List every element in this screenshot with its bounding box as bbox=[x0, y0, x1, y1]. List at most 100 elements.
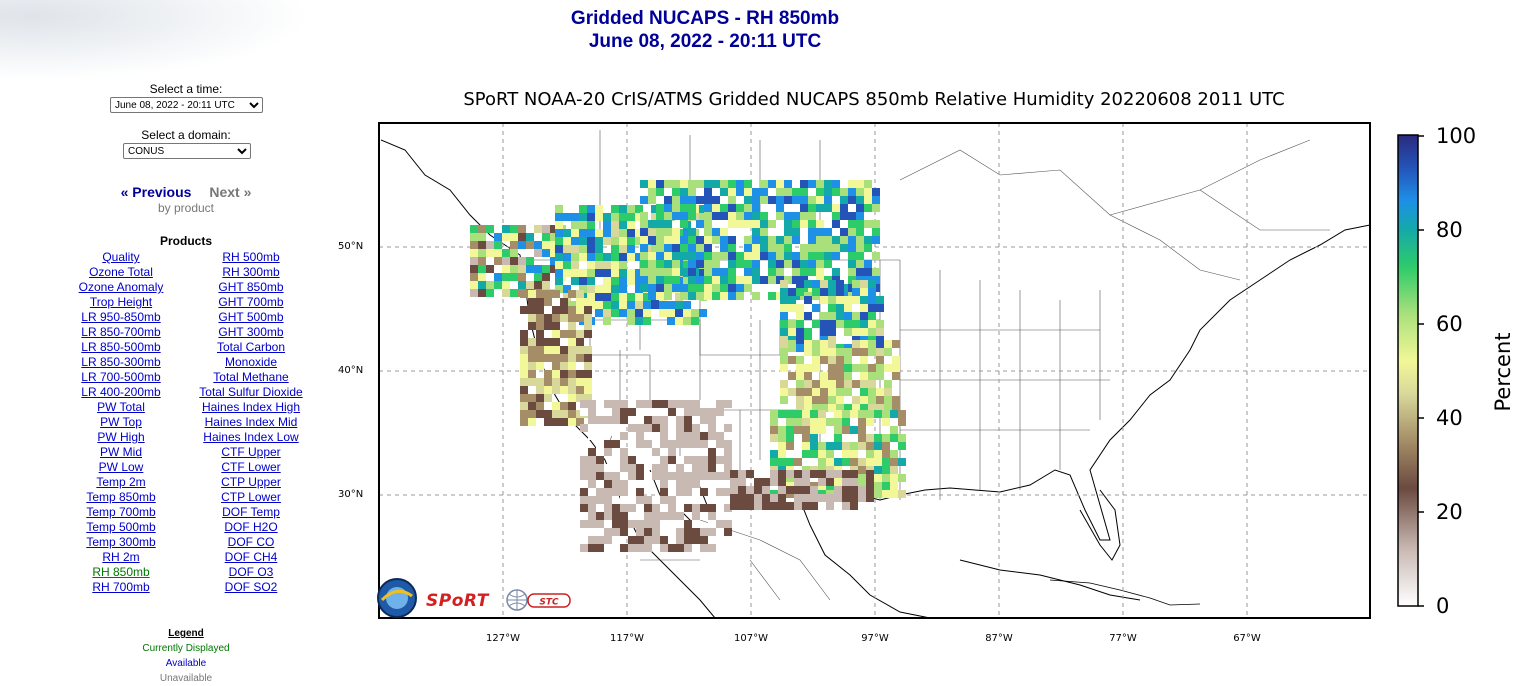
product-link-total-carbon[interactable]: Total Carbon bbox=[216, 340, 286, 354]
product-link-haines-index-mid[interactable]: Haines Index Mid bbox=[204, 415, 298, 429]
product-link-pw-low[interactable]: PW Low bbox=[98, 460, 144, 474]
product-link-ozone-total[interactable]: Ozone Total bbox=[89, 265, 153, 279]
rh-cell bbox=[620, 544, 628, 552]
time-select[interactable]: June 08, 2022 - 20:11 UTC bbox=[110, 97, 263, 113]
rh-cell bbox=[619, 253, 627, 261]
product-link-haines-index-low[interactable]: Haines Index Low bbox=[203, 430, 299, 444]
rh-cell bbox=[552, 322, 560, 330]
rh-cell bbox=[856, 252, 864, 260]
product-link-ctp-upper[interactable]: CTP Upper bbox=[221, 475, 281, 489]
product-link-lr-400-200mb[interactable]: LR 400-200mb bbox=[81, 385, 161, 399]
rh-cell bbox=[668, 496, 676, 504]
product-link-lr-850-700mb[interactable]: LR 850-700mb bbox=[81, 325, 161, 339]
rh-cell bbox=[760, 196, 768, 204]
rh-cell bbox=[760, 188, 768, 196]
rh-cell bbox=[844, 388, 852, 396]
rh-cell bbox=[836, 312, 844, 320]
rh-cell bbox=[704, 204, 712, 212]
rh-cell bbox=[786, 418, 794, 426]
product-link-trop-height[interactable]: Trop Height bbox=[89, 295, 153, 309]
product-link-ctf-upper[interactable]: CTF Upper bbox=[221, 445, 281, 459]
rh-cell bbox=[688, 252, 696, 260]
product-link-dof-o3[interactable]: DOF O3 bbox=[228, 565, 274, 579]
product-link-monoxide[interactable]: Monoxide bbox=[224, 355, 278, 369]
rh-cell bbox=[588, 416, 596, 424]
rh-cell bbox=[788, 320, 796, 328]
product-link-dof-co[interactable]: DOF CO bbox=[227, 535, 275, 549]
rh-cell bbox=[844, 380, 852, 388]
rh-cell bbox=[651, 229, 659, 237]
rh-cell bbox=[576, 378, 584, 386]
rh-cell bbox=[520, 362, 528, 370]
product-link-dof-ch4[interactable]: DOF CH4 bbox=[224, 550, 278, 564]
rh-cell bbox=[792, 260, 800, 268]
product-link-dof-temp[interactable]: DOF Temp bbox=[222, 505, 280, 519]
rh-cell bbox=[704, 180, 712, 188]
rh-cell bbox=[848, 260, 856, 268]
product-link-rh-300mb[interactable]: RH 300mb bbox=[222, 265, 280, 279]
rh-cell bbox=[836, 296, 844, 304]
rh-cell bbox=[768, 292, 776, 300]
rh-cell bbox=[560, 418, 568, 426]
rh-cell bbox=[768, 276, 776, 284]
rh-cell bbox=[744, 220, 752, 228]
product-link-ctf-lower[interactable]: CTF Lower bbox=[221, 460, 281, 474]
rh-cell bbox=[844, 312, 852, 320]
product-link-rh-500mb[interactable]: RH 500mb bbox=[222, 250, 280, 264]
product-link-haines-index-high[interactable]: Haines Index High bbox=[201, 400, 301, 414]
rh-cell bbox=[770, 418, 778, 426]
rh-cell bbox=[860, 364, 868, 372]
previous-link[interactable]: « Previous bbox=[120, 184, 192, 200]
rh-cell bbox=[555, 221, 563, 229]
rh-cell bbox=[704, 196, 712, 204]
rh-cell bbox=[704, 220, 712, 228]
rh-cell bbox=[660, 544, 668, 552]
rh-cell bbox=[834, 418, 842, 426]
product-link-ght-500mb[interactable]: GHT 500mb bbox=[218, 310, 284, 324]
rh-cell bbox=[635, 229, 643, 237]
product-link-temp-850mb[interactable]: Temp 850mb bbox=[86, 490, 156, 504]
product-link-ctp-lower[interactable]: CTP Lower bbox=[221, 490, 281, 504]
rh-cell bbox=[864, 220, 872, 228]
product-link-pw-total[interactable]: PW Total bbox=[97, 400, 145, 414]
product-link-temp-2m[interactable]: Temp 2m bbox=[96, 475, 146, 489]
rh-cell bbox=[544, 322, 552, 330]
product-link-dof-h2o[interactable]: DOF H2O bbox=[224, 520, 278, 534]
rh-cell bbox=[820, 288, 828, 296]
rh-cell bbox=[604, 504, 612, 512]
rh-cell bbox=[700, 424, 708, 432]
product-link-temp-500mb[interactable]: Temp 500mb bbox=[86, 520, 156, 534]
rh-cell bbox=[486, 281, 494, 289]
product-link-lr-850-300mb[interactable]: LR 850-300mb bbox=[81, 355, 161, 369]
rh-cell bbox=[716, 424, 724, 432]
product-link-total-methane[interactable]: Total Methane bbox=[213, 370, 289, 384]
product-link-rh-2m[interactable]: RH 2m bbox=[102, 550, 140, 564]
rh-cell bbox=[780, 396, 788, 404]
rh-cell bbox=[728, 220, 736, 228]
rh-cell bbox=[620, 520, 628, 528]
rh-cell bbox=[834, 442, 842, 450]
product-link-pw-top[interactable]: PW Top bbox=[100, 415, 142, 429]
rh-cell bbox=[874, 458, 882, 466]
domain-select[interactable]: CONUS bbox=[123, 143, 251, 159]
product-link-lr-700-500mb[interactable]: LR 700-500mb bbox=[81, 370, 161, 384]
product-link-temp-700mb[interactable]: Temp 700mb bbox=[86, 505, 156, 519]
rh-cell bbox=[882, 482, 890, 490]
product-link-pw-mid[interactable]: PW Mid bbox=[100, 445, 142, 459]
product-link-total-sulfur-dioxide[interactable]: Total Sulfur Dioxide bbox=[199, 385, 303, 399]
product-link-rh-850mb[interactable]: RH 850mb bbox=[92, 565, 150, 579]
product-link-lr-850-500mb[interactable]: LR 850-500mb bbox=[81, 340, 161, 354]
product-link-temp-300mb[interactable]: Temp 300mb bbox=[86, 535, 156, 549]
rh-cell bbox=[882, 410, 890, 418]
product-link-ozone-anomaly[interactable]: Ozone Anomaly bbox=[78, 280, 164, 294]
rh-cell bbox=[656, 244, 664, 252]
product-link-quality[interactable]: Quality bbox=[102, 250, 140, 264]
product-link-lr-950-850mb[interactable]: LR 950-850mb bbox=[81, 310, 161, 324]
product-link-ght-700mb[interactable]: GHT 700mb bbox=[218, 295, 284, 309]
product-link-ght-850mb[interactable]: GHT 850mb bbox=[218, 280, 284, 294]
product-link-rh-700mb[interactable]: RH 700mb bbox=[92, 580, 150, 594]
product-link-ght-300mb[interactable]: GHT 300mb bbox=[218, 325, 284, 339]
rh-cell bbox=[563, 229, 571, 237]
product-link-dof-so2[interactable]: DOF SO2 bbox=[224, 580, 278, 594]
product-link-pw-high[interactable]: PW High bbox=[97, 430, 145, 444]
